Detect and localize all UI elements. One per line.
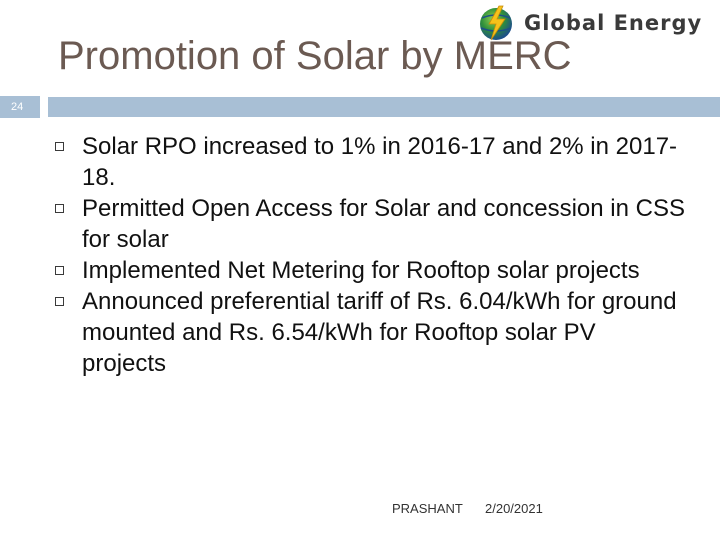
slide-title: Promotion of Solar by MERC: [58, 34, 572, 78]
footer-author: PRASHANT: [392, 501, 463, 516]
bullet-item: Permitted Open Access for Solar and conc…: [46, 193, 686, 255]
slide-number: 24: [0, 96, 40, 118]
bullet-item: Solar RPO increased to 1% in 2016-17 and…: [46, 131, 686, 193]
header-accent-bar: [48, 97, 720, 117]
bullet-text: Announced preferential tariff of Rs. 6.0…: [82, 288, 677, 377]
square-bullet-icon: [55, 297, 64, 306]
logo-text: Global Energy: [524, 11, 703, 35]
footer-date: 2/20/2021: [485, 501, 543, 516]
bullet-list: Solar RPO increased to 1% in 2016-17 and…: [46, 131, 686, 379]
square-bullet-icon: [55, 266, 64, 275]
company-logo: Global Energy: [476, 4, 716, 42]
square-bullet-icon: [55, 204, 64, 213]
bullet-text: Implemented Net Metering for Rooftop sol…: [82, 257, 640, 284]
bullet-item: Implemented Net Metering for Rooftop sol…: [46, 255, 686, 286]
bullet-text: Permitted Open Access for Solar and conc…: [82, 195, 685, 253]
square-bullet-icon: [55, 142, 64, 151]
globe-lightning-icon: [480, 5, 512, 41]
bullet-item: Announced preferential tariff of Rs. 6.0…: [46, 286, 686, 379]
bullet-text: Solar RPO increased to 1% in 2016-17 and…: [82, 133, 678, 191]
